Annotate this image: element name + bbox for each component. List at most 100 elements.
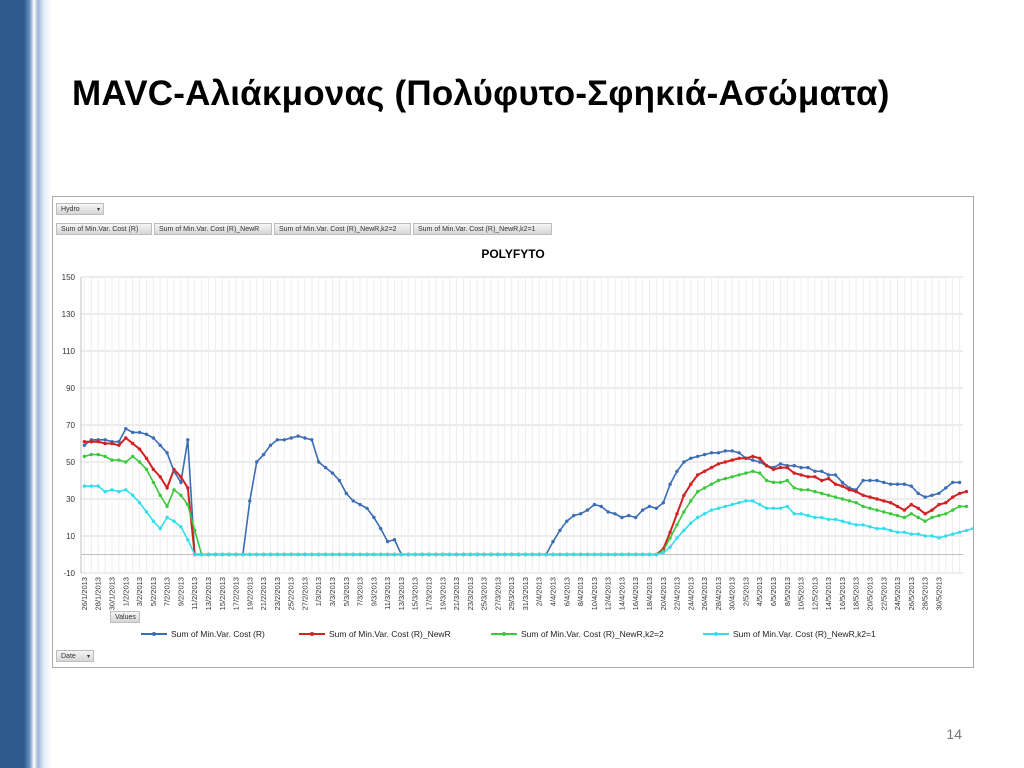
data-point (117, 489, 121, 494)
data-point (323, 552, 328, 557)
data-point (131, 493, 135, 497)
data-point (923, 519, 927, 523)
x-tick-label: 5/2/2013 (149, 577, 158, 606)
data-point (137, 430, 142, 435)
x-tick-label: 26/1/2013 (80, 577, 89, 610)
y-tick-label: 90 (66, 384, 75, 393)
data-point (868, 495, 872, 499)
y-tick-label: 150 (62, 273, 76, 282)
data-point (964, 489, 969, 494)
x-tick-label: 2/5/2013 (741, 577, 750, 606)
data-point (330, 552, 335, 557)
data-point (840, 484, 845, 488)
data-point (813, 475, 817, 479)
data-point (289, 436, 293, 440)
data-point (392, 552, 397, 557)
data-point (565, 519, 569, 523)
x-tick-label: 19/2/2013 (245, 577, 254, 610)
data-point (151, 467, 156, 472)
data-point (558, 528, 562, 533)
x-tick-label: 7/2/2013 (163, 577, 172, 606)
data-point (709, 451, 714, 455)
data-point (854, 489, 858, 494)
values-field-button[interactable]: Values (110, 611, 140, 623)
data-point (627, 513, 631, 518)
data-point (744, 456, 748, 460)
data-point (682, 493, 686, 497)
hydro-filter-button[interactable]: Hydro ▾ (56, 203, 104, 215)
data-point (758, 456, 762, 460)
date-field-label: Date (61, 653, 76, 660)
data-point (737, 501, 741, 505)
data-point (944, 501, 948, 505)
data-point (771, 467, 776, 472)
data-point (682, 528, 686, 533)
data-point (172, 488, 176, 492)
data-point (606, 552, 610, 557)
data-point (882, 499, 886, 503)
data-point (599, 552, 603, 557)
data-point (820, 491, 824, 496)
data-point (751, 458, 755, 462)
y-tick-label: 70 (66, 421, 75, 430)
data-point (647, 552, 652, 557)
data-point (110, 441, 114, 446)
data-point (179, 493, 183, 497)
data-point (668, 530, 672, 534)
y-tick-label: -10 (63, 569, 75, 578)
data-point (882, 526, 886, 531)
x-tick-label: 16/4/2013 (631, 577, 640, 610)
hydro-filter-label: Hydro (61, 206, 80, 213)
x-tick-label: 10/5/2013 (797, 577, 806, 610)
data-point (351, 552, 355, 557)
data-point (902, 482, 907, 486)
data-point (475, 552, 479, 557)
data-point (723, 460, 727, 464)
x-tick-label: 31/3/2013 (521, 577, 530, 610)
x-tick-label: 19/3/2013 (438, 577, 447, 610)
data-point (165, 515, 169, 520)
data-point (454, 552, 459, 557)
x-tick-label: 25/3/2013 (480, 577, 489, 610)
data-point (110, 488, 114, 492)
data-point (751, 499, 755, 503)
data-point (137, 501, 142, 505)
data-point (716, 462, 721, 466)
value-button-newr-k2-1[interactable]: Sum of Min.Var. Cost (R)_NewR,k2=1 (413, 223, 552, 235)
data-point (799, 473, 803, 477)
data-point (496, 552, 500, 557)
data-point (151, 436, 156, 440)
page-number: 14 (946, 726, 962, 742)
x-tick-label: 30/1/2013 (108, 577, 117, 610)
polyfyto-line-chart: POLYFYTO -10 10 30 50 70 90 110 130 150 26/1/201… (62, 247, 973, 639)
data-point (82, 440, 87, 444)
data-point (165, 451, 169, 455)
data-point (730, 502, 734, 507)
value-button-r[interactable]: Sum of Min.Var. Cost (R) (56, 223, 152, 235)
x-tick-label: 26/5/2013 (907, 577, 916, 610)
data-point (833, 473, 838, 477)
data-point (241, 552, 245, 557)
data-point (882, 510, 886, 514)
data-point (702, 512, 707, 516)
x-tick-label: 10/4/2013 (590, 577, 599, 610)
data-point (957, 530, 962, 534)
x-tick-label: 17/3/2013 (424, 577, 433, 610)
data-point (909, 512, 913, 516)
data-point (916, 491, 920, 496)
value-button-newr-k2-2[interactable]: Sum of Min.Var. Cost (R)_NewR,k2=2 (274, 223, 411, 235)
value-button-newr[interactable]: Sum of Min.Var. Cost (R)_NewR (154, 223, 272, 235)
x-tick-label: 1/3/2013 (314, 577, 323, 606)
data-point (372, 552, 376, 557)
data-point (379, 526, 383, 531)
data-point (882, 480, 886, 485)
date-field-button[interactable]: Date ▾ (56, 650, 94, 662)
data-point (468, 552, 472, 557)
data-point (833, 495, 838, 499)
data-point (737, 451, 741, 455)
data-point (165, 486, 169, 490)
data-point (310, 438, 314, 442)
data-point (654, 552, 659, 557)
data-point (675, 469, 679, 473)
data-point (944, 486, 948, 490)
